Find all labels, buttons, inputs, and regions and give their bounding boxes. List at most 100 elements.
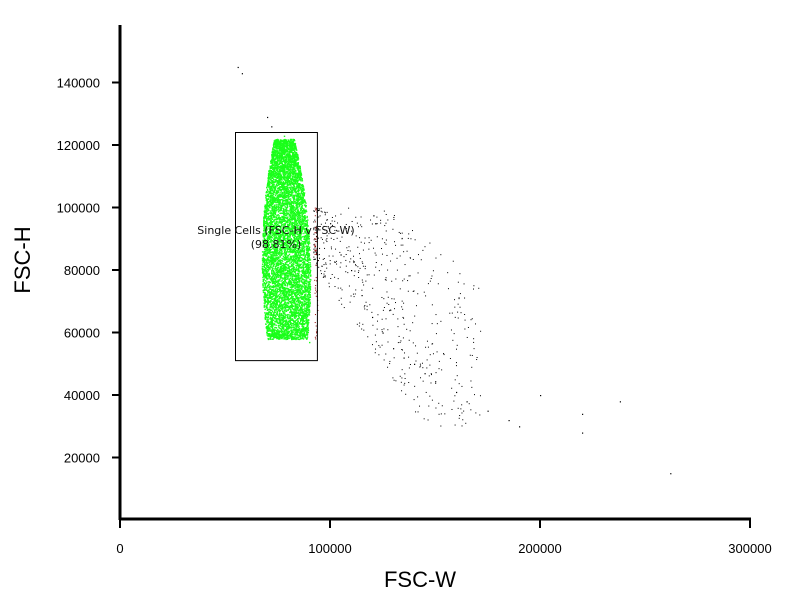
event-point bbox=[267, 116, 269, 119]
event-point bbox=[414, 239, 416, 241]
event-point bbox=[316, 332, 318, 334]
gated-event-point bbox=[296, 261, 299, 263]
gated-event-point bbox=[273, 152, 276, 154]
gated-event-point bbox=[262, 283, 264, 285]
gated-event-point bbox=[303, 320, 306, 322]
gated-event-point bbox=[306, 299, 309, 301]
event-point bbox=[423, 291, 425, 293]
gated-event-point bbox=[306, 216, 308, 219]
gated-event-point bbox=[303, 327, 306, 330]
gated-event-point bbox=[276, 146, 278, 148]
event-point bbox=[473, 285, 475, 287]
gated-event-point bbox=[273, 174, 276, 177]
gated-event-point bbox=[282, 225, 285, 227]
gated-event-point bbox=[281, 196, 284, 199]
gated-event-point bbox=[285, 210, 287, 212]
gated-event-point bbox=[294, 253, 296, 256]
gated-event-point bbox=[264, 259, 266, 261]
gated-event-point bbox=[278, 320, 280, 322]
gated-event-point bbox=[287, 270, 290, 272]
event-point bbox=[417, 272, 419, 274]
event-point bbox=[415, 411, 417, 413]
gated-event-point bbox=[302, 265, 304, 267]
gated-event-point bbox=[269, 222, 271, 225]
event-point bbox=[408, 367, 410, 369]
gated-event-point bbox=[301, 246, 303, 248]
event-point bbox=[383, 359, 385, 361]
gated-event-point bbox=[263, 271, 265, 274]
gated-event-point bbox=[284, 212, 286, 215]
gated-event-point bbox=[280, 188, 283, 191]
gated-event-point bbox=[269, 285, 272, 287]
gated-event-point bbox=[298, 185, 300, 188]
event-point bbox=[314, 243, 316, 245]
gated-event-point bbox=[278, 250, 280, 253]
gated-event-point bbox=[301, 202, 303, 205]
gated-event-point bbox=[286, 209, 288, 212]
gated-event-point bbox=[292, 198, 295, 200]
gated-event-point bbox=[263, 266, 266, 269]
gated-event-point bbox=[279, 183, 281, 185]
event-point bbox=[453, 333, 455, 335]
gated-event-point bbox=[270, 279, 272, 281]
event-point bbox=[371, 311, 373, 313]
gated-event-point bbox=[296, 332, 298, 334]
event-point bbox=[392, 377, 394, 379]
gated-event-point bbox=[302, 194, 304, 196]
event-point bbox=[340, 297, 342, 299]
gated-event-point bbox=[278, 300, 281, 302]
event-point bbox=[438, 368, 440, 370]
gated-event-point bbox=[285, 274, 287, 277]
event-point bbox=[427, 419, 429, 421]
gated-event-point bbox=[296, 219, 299, 221]
event-point bbox=[350, 295, 352, 297]
event-point bbox=[414, 315, 416, 317]
gated-event-point bbox=[270, 171, 273, 174]
gated-event-point bbox=[304, 313, 307, 315]
gated-event-point bbox=[280, 150, 282, 153]
event-point bbox=[360, 224, 362, 226]
event-point bbox=[393, 216, 395, 218]
gated-event-point bbox=[292, 210, 295, 213]
gated-event-point bbox=[292, 291, 294, 293]
gated-event-point bbox=[289, 316, 291, 318]
gated-event-point bbox=[309, 269, 312, 272]
gated-event-point bbox=[281, 274, 283, 276]
event-point bbox=[319, 247, 321, 249]
gated-event-point bbox=[280, 331, 282, 334]
gated-event-point bbox=[302, 319, 305, 322]
gated-event-point bbox=[272, 334, 275, 336]
gated-event-point bbox=[268, 259, 271, 261]
gated-event-point bbox=[270, 318, 273, 320]
event-point bbox=[326, 211, 328, 213]
gated-event-point bbox=[282, 226, 284, 229]
gated-event-point bbox=[302, 195, 304, 197]
gated-event-point bbox=[274, 277, 276, 279]
gated-event-point bbox=[288, 300, 291, 303]
gated-event-point bbox=[266, 191, 268, 194]
gated-event-point bbox=[275, 304, 277, 307]
event-point bbox=[341, 289, 343, 291]
gated-event-point bbox=[299, 308, 301, 311]
event-point bbox=[318, 210, 320, 212]
gated-event-point bbox=[294, 324, 296, 326]
gated-event-point bbox=[263, 240, 265, 242]
gated-event-point bbox=[292, 289, 294, 291]
gated-event-point bbox=[292, 311, 295, 314]
gated-event-point bbox=[280, 267, 282, 269]
gated-event-point bbox=[270, 220, 272, 223]
event-point bbox=[318, 254, 320, 256]
event-point bbox=[381, 264, 383, 266]
gated-event-point bbox=[278, 274, 281, 277]
event-point bbox=[340, 254, 342, 256]
gated-event-point bbox=[299, 330, 301, 332]
gated-event-point bbox=[266, 294, 269, 297]
event-point bbox=[345, 265, 347, 267]
gated-event-point bbox=[290, 148, 293, 150]
gated-event-point bbox=[304, 327, 307, 329]
gated-event-point bbox=[281, 167, 284, 169]
gated-event-point bbox=[267, 190, 269, 192]
gated-event-point bbox=[285, 240, 287, 242]
event-point bbox=[336, 263, 338, 265]
gated-event-point bbox=[279, 189, 282, 191]
